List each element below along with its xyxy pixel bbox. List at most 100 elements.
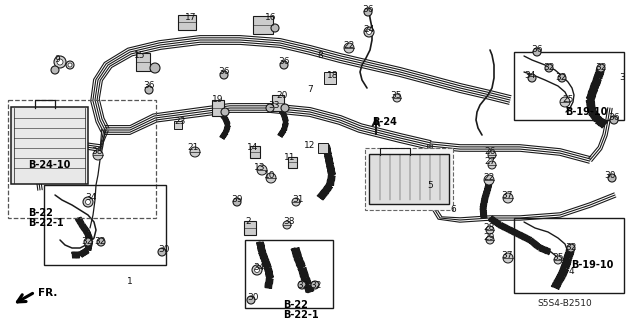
Text: 30: 30	[158, 246, 170, 255]
Text: 36: 36	[278, 57, 290, 66]
Circle shape	[266, 104, 274, 112]
Text: 28: 28	[483, 224, 495, 233]
Circle shape	[252, 265, 262, 275]
Circle shape	[393, 94, 401, 102]
Circle shape	[266, 173, 276, 183]
Text: 27: 27	[484, 158, 496, 167]
Bar	[174, 121, 182, 129]
Circle shape	[560, 97, 570, 107]
Circle shape	[51, 66, 59, 74]
Circle shape	[280, 61, 288, 69]
Bar	[244, 221, 256, 235]
Circle shape	[545, 64, 553, 72]
Circle shape	[554, 256, 562, 264]
Bar	[287, 157, 296, 167]
Circle shape	[283, 221, 291, 229]
Circle shape	[364, 8, 372, 16]
Text: 32: 32	[81, 238, 93, 247]
Circle shape	[281, 104, 289, 112]
Circle shape	[610, 116, 618, 124]
Text: 33: 33	[268, 100, 280, 109]
Circle shape	[367, 29, 371, 34]
Text: 21: 21	[188, 144, 198, 152]
Circle shape	[145, 86, 153, 94]
Bar	[212, 100, 224, 116]
Circle shape	[503, 193, 513, 203]
Bar	[318, 143, 328, 153]
Bar	[365, 148, 453, 210]
Text: 39: 39	[231, 196, 243, 204]
Text: 10: 10	[264, 170, 276, 180]
Text: S5S4-B2510: S5S4-B2510	[538, 299, 593, 308]
Text: 14: 14	[247, 144, 259, 152]
Circle shape	[567, 244, 575, 252]
Text: 32: 32	[543, 63, 555, 72]
Text: 13: 13	[254, 164, 266, 173]
Text: 24: 24	[364, 26, 374, 34]
FancyBboxPatch shape	[369, 154, 449, 204]
Bar	[514, 218, 624, 293]
Text: B-22: B-22	[28, 208, 53, 218]
Text: 32: 32	[94, 238, 106, 247]
Circle shape	[271, 24, 279, 32]
Text: 37: 37	[501, 190, 513, 199]
Text: 3: 3	[619, 73, 625, 83]
Text: 30: 30	[247, 293, 259, 302]
Circle shape	[84, 238, 92, 246]
Text: 32: 32	[595, 63, 607, 72]
Bar	[514, 52, 624, 120]
Text: B-22: B-22	[283, 300, 308, 310]
Text: 36: 36	[143, 81, 155, 91]
Circle shape	[528, 74, 536, 82]
Circle shape	[292, 198, 300, 206]
Text: 37: 37	[501, 250, 513, 259]
Text: 38: 38	[92, 147, 103, 157]
Circle shape	[311, 281, 319, 289]
Text: 32: 32	[556, 73, 566, 83]
Text: B-19-10: B-19-10	[571, 260, 613, 270]
Text: B-22-1: B-22-1	[283, 310, 319, 319]
Bar	[324, 72, 336, 84]
Text: 17: 17	[185, 13, 196, 23]
Circle shape	[150, 63, 160, 73]
Text: 9: 9	[54, 56, 60, 64]
Circle shape	[83, 197, 93, 207]
Bar	[8, 100, 156, 218]
Text: FR.: FR.	[38, 288, 58, 298]
Text: 36: 36	[218, 68, 230, 77]
Bar	[272, 95, 284, 111]
Text: 15: 15	[134, 50, 146, 60]
Circle shape	[57, 59, 63, 65]
Text: 26: 26	[484, 147, 496, 157]
Circle shape	[488, 151, 496, 159]
Text: 8: 8	[317, 50, 323, 60]
Text: 2: 2	[245, 218, 251, 226]
Circle shape	[298, 281, 306, 289]
Text: 16: 16	[265, 13, 276, 23]
Text: 25: 25	[563, 95, 573, 105]
Circle shape	[503, 253, 513, 263]
Circle shape	[597, 64, 605, 72]
Text: 31: 31	[292, 196, 304, 204]
Text: 7: 7	[307, 85, 313, 94]
Text: 1: 1	[127, 278, 133, 286]
Text: 32: 32	[298, 280, 308, 290]
Text: 38: 38	[284, 218, 295, 226]
Circle shape	[54, 56, 66, 68]
Circle shape	[486, 226, 494, 234]
Text: 32: 32	[565, 243, 577, 253]
Circle shape	[558, 74, 566, 82]
Circle shape	[247, 296, 255, 304]
Text: 34: 34	[85, 194, 97, 203]
Text: B-22-1: B-22-1	[28, 218, 63, 228]
Text: B-24-10: B-24-10	[28, 160, 70, 170]
Text: 4: 4	[568, 268, 574, 277]
Circle shape	[221, 108, 229, 116]
Text: 29: 29	[483, 234, 495, 242]
Circle shape	[220, 71, 228, 79]
Text: B-24: B-24	[372, 117, 397, 127]
Bar	[44, 185, 166, 265]
Text: 6: 6	[450, 205, 456, 214]
Circle shape	[190, 147, 200, 157]
Text: 36: 36	[608, 114, 620, 122]
